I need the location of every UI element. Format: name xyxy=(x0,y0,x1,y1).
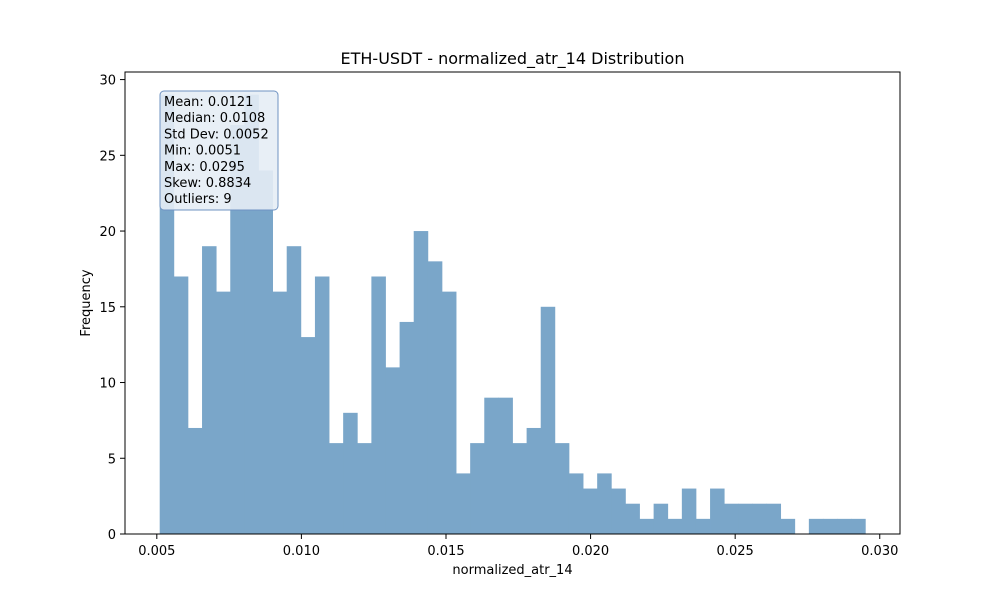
histogram-bar xyxy=(484,397,499,534)
stats-line: Median: 0.0108 xyxy=(164,111,265,126)
bars-group xyxy=(159,94,866,535)
histogram-bar xyxy=(625,503,640,534)
y-tick-label: 5 xyxy=(108,452,116,467)
y-axis-label: Frequency xyxy=(79,269,94,336)
histogram-bar xyxy=(357,443,372,534)
histogram-bar xyxy=(653,503,669,534)
y-tick-label: 0 xyxy=(108,528,116,543)
histogram-bar xyxy=(540,306,556,534)
x-tick-label: 0.025 xyxy=(717,544,754,559)
histogram-bar xyxy=(681,488,697,534)
histogram-bar xyxy=(470,443,485,534)
histogram-bar xyxy=(667,518,683,534)
histogram-bar xyxy=(187,427,203,534)
histogram-bar xyxy=(639,518,655,534)
histogram-bar xyxy=(851,518,866,534)
x-tick-label: 0.015 xyxy=(427,544,464,559)
stats-line: Std Dev: 0.0052 xyxy=(164,127,269,142)
histogram-bar xyxy=(441,291,457,534)
histogram-bar xyxy=(611,488,626,534)
stats-line: Min: 0.0051 xyxy=(164,144,241,159)
histogram-bar xyxy=(554,443,570,534)
histogram-bar xyxy=(695,518,711,534)
histogram-bar xyxy=(173,276,189,534)
plot-frame xyxy=(124,71,901,535)
stats-line: Skew: 0.8834 xyxy=(164,176,251,191)
histogram-bar xyxy=(216,291,231,534)
y-tick-label: 20 xyxy=(99,225,116,240)
histogram-bar xyxy=(526,427,542,534)
histogram-bar xyxy=(710,488,725,534)
histogram-bar xyxy=(780,518,796,534)
x-tick-label: 0.005 xyxy=(138,544,175,559)
histogram-bar xyxy=(371,276,386,534)
histogram-bar xyxy=(583,488,598,534)
histogram-bar xyxy=(202,246,217,534)
y-tick-label: 10 xyxy=(99,377,116,392)
x-axis: 0.005 0.010 0.015 0.020 0.025 0.030 xyxy=(138,534,898,559)
histogram-bar xyxy=(597,473,612,534)
histogram-bar xyxy=(822,518,838,534)
histogram-bar xyxy=(300,337,316,534)
histogram-bar xyxy=(343,412,358,534)
x-tick-label: 0.020 xyxy=(572,544,609,559)
x-tick-label: 0.030 xyxy=(861,544,898,559)
y-tick-label: 25 xyxy=(99,149,116,164)
histogram-bar xyxy=(286,246,302,534)
histogram-bar xyxy=(738,503,753,534)
y-axis: 0 5 10 15 20 25 30 xyxy=(99,74,125,543)
stats-line: Mean: 0.0121 xyxy=(164,95,253,110)
histogram-bar xyxy=(568,473,584,534)
histogram-bar xyxy=(329,443,344,534)
histogram-bar xyxy=(766,503,782,534)
histogram-bar xyxy=(272,291,288,534)
histogram-bar xyxy=(752,503,767,534)
histogram-bar xyxy=(456,473,471,534)
histogram-bar xyxy=(512,443,528,534)
histogram-bar xyxy=(498,397,513,534)
histogram-bar xyxy=(385,367,401,534)
histogram-bar xyxy=(413,231,429,534)
histogram-bar xyxy=(427,261,443,534)
histogram-bar xyxy=(808,518,824,534)
histogram-bar xyxy=(399,321,415,534)
stats-line: Outliers: 9 xyxy=(164,192,232,207)
histogram-bar xyxy=(258,170,273,534)
chart-title: ETH-USDT - normalized_atr_14 Distributio… xyxy=(341,49,685,69)
stats-box-background xyxy=(159,90,279,211)
x-axis-label: normalized_atr_14 xyxy=(452,563,572,578)
x-tick-label: 0.010 xyxy=(283,544,320,559)
histogram-bar xyxy=(837,518,852,534)
stats-line: Max: 0.0295 xyxy=(164,160,245,175)
y-tick-label: 15 xyxy=(99,301,116,316)
y-tick-label: 30 xyxy=(99,74,116,89)
histogram-bar xyxy=(314,276,330,534)
histogram-bar xyxy=(230,125,245,535)
histogram-bar xyxy=(724,503,739,534)
